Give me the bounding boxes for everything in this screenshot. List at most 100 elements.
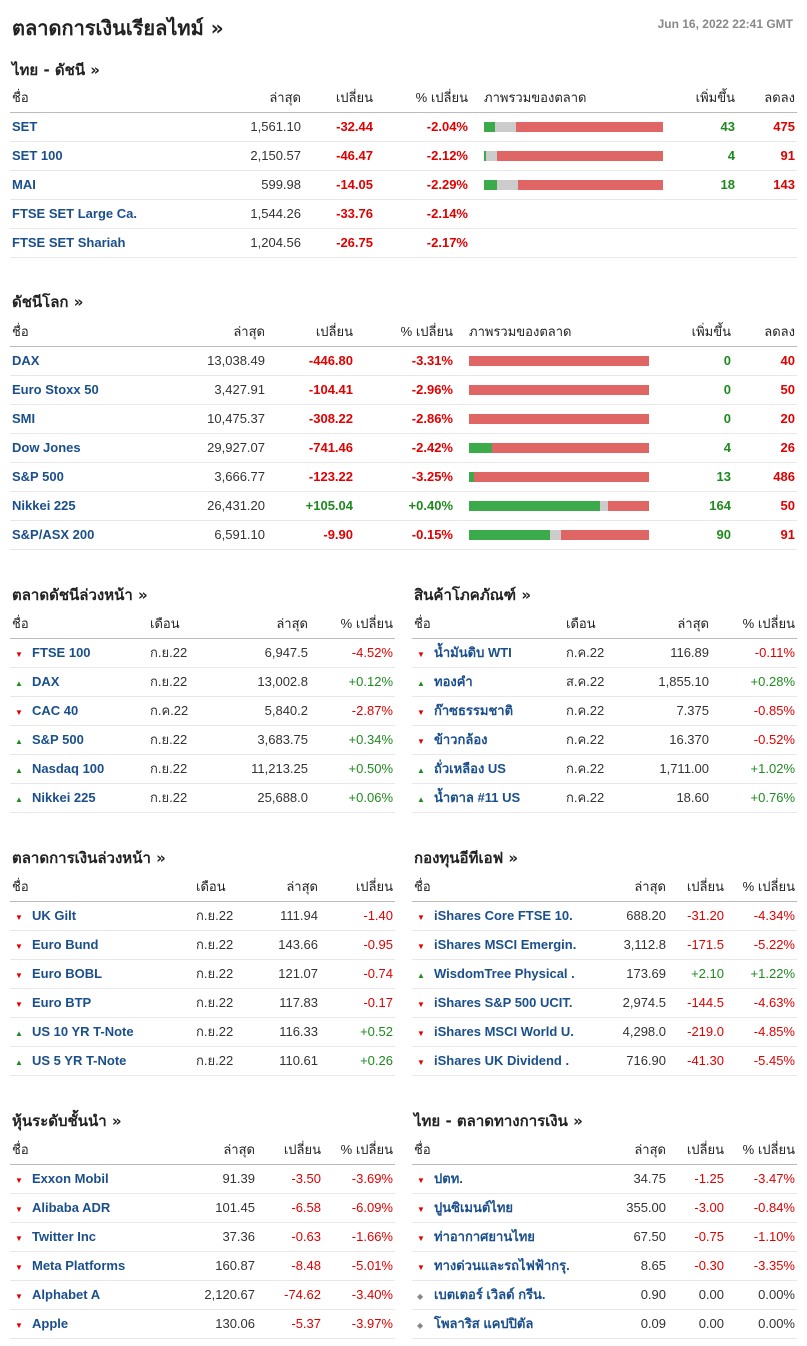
section-title-commodities[interactable]: สินค้าโภคภัณฑ์ » bbox=[414, 586, 532, 604]
instrument-name[interactable]: ▼ ปตท. bbox=[412, 1164, 592, 1194]
instrument-label[interactable]: Euro BTP bbox=[32, 995, 92, 1010]
table-row[interactable]: ▼ iShares UK Dividend . 716.90 -41.30 -5.45% bbox=[412, 1046, 797, 1076]
instrument-name[interactable]: ▼ ก๊าซธรรมชาติ bbox=[412, 696, 564, 726]
table-row[interactable]: ▼ Alibaba ADR 101.45 -6.58 -6.09% bbox=[10, 1193, 395, 1223]
instrument-name[interactable]: Euro Stoxx 50 bbox=[10, 375, 170, 405]
instrument-label[interactable]: ก๊าซธรรมชาติ bbox=[434, 703, 514, 718]
instrument-label[interactable]: Twitter Inc bbox=[32, 1229, 97, 1244]
instrument-name[interactable]: ▼ Apple bbox=[10, 1309, 170, 1339]
table-row[interactable]: ▼ ก๊าซธรรมชาติ ก.ค.22 7.375 -0.85% bbox=[412, 696, 797, 726]
table-row[interactable]: ▼ Twitter Inc 37.36 -0.63 -1.66% bbox=[10, 1222, 395, 1252]
table-row[interactable]: ▼ FTSE 100 ก.ย.22 6,947.5 -4.52% bbox=[10, 638, 395, 668]
table-row[interactable]: ▲ น้ำตาล #11 US ก.ค.22 18.60 +0.76% bbox=[412, 783, 797, 813]
instrument-label[interactable]: เบตเตอร์ เวิลด์ กรีน. bbox=[434, 1287, 546, 1302]
instrument-name[interactable]: ▼ CAC 40 bbox=[10, 696, 148, 726]
table-row[interactable]: MAI 599.98 -14.05 -2.29% 18 143 bbox=[10, 170, 797, 200]
instrument-name[interactable]: ▼ Euro Bund bbox=[10, 930, 194, 960]
table-row[interactable]: ▼ Exxon Mobil 91.39 -3.50 -3.69% bbox=[10, 1164, 395, 1194]
table-row[interactable]: ▼ Euro BTP ก.ย.22 117.83 -0.17 bbox=[10, 988, 395, 1018]
table-row[interactable]: ▼ iShares MSCI World U. 4,298.0 -219.0 -4.85… bbox=[412, 1017, 797, 1047]
page-title[interactable]: ตลาดการเงินเรียลไทม์ » bbox=[12, 16, 224, 40]
instrument-name[interactable]: ▼ iShares UK Dividend . bbox=[412, 1046, 592, 1076]
instrument-name[interactable]: ▲ น้ำตาล #11 US bbox=[412, 783, 564, 813]
instrument-label[interactable]: MAI bbox=[12, 177, 36, 192]
section-title-thai-indices[interactable]: ไทย - ดัชนี » bbox=[12, 61, 100, 79]
instrument-label[interactable]: FTSE 100 bbox=[32, 645, 91, 660]
instrument-label[interactable]: Alphabet A bbox=[32, 1287, 101, 1302]
table-row[interactable]: ▲ US 5 YR T-Note ก.ย.22 110.61 +0.26 bbox=[10, 1046, 395, 1076]
instrument-name[interactable]: ▼ ข้าวกล้อง bbox=[412, 725, 564, 755]
instrument-name[interactable]: ▼ Exxon Mobil bbox=[10, 1164, 170, 1194]
instrument-name[interactable]: ▼ ท่าอากาศยานไทย bbox=[412, 1222, 592, 1252]
table-row[interactable]: ▼ CAC 40 ก.ค.22 5,840.2 -2.87% bbox=[10, 696, 395, 726]
instrument-label[interactable]: Dow Jones bbox=[12, 440, 81, 455]
instrument-name[interactable]: ▼ ทางด่วนและรถไฟฟ้ากรุ. bbox=[412, 1251, 592, 1281]
instrument-label[interactable]: Meta Platforms bbox=[32, 1258, 126, 1273]
instrument-label[interactable]: น้ำมันดิบ WTI bbox=[434, 645, 512, 660]
instrument-name[interactable]: ▼ iShares Core FTSE 10. bbox=[412, 901, 592, 931]
table-row[interactable]: ▲ WisdomTree Physical . 173.69 +2.10 +1.22% bbox=[412, 959, 797, 989]
instrument-label[interactable]: S&P 500 bbox=[32, 732, 84, 747]
instrument-label[interactable]: iShares UK Dividend . bbox=[434, 1053, 570, 1068]
instrument-name[interactable]: ▼ Alibaba ADR bbox=[10, 1193, 170, 1223]
instrument-label[interactable]: S&P 500 bbox=[12, 469, 64, 484]
instrument-label[interactable]: ท่าอากาศยานไทย bbox=[434, 1229, 535, 1244]
instrument-name[interactable]: ▲ ทองคำ bbox=[412, 667, 564, 697]
table-row[interactable]: S&P 500 3,666.77 -123.22 -3.25% 13 486 bbox=[10, 462, 797, 492]
table-row[interactable]: Nikkei 225 26,431.20 +105.04 +0.40% 164 50 bbox=[10, 491, 797, 521]
instrument-label[interactable]: DAX bbox=[12, 353, 40, 368]
instrument-name[interactable]: ▼ Alphabet A bbox=[10, 1280, 170, 1310]
instrument-name[interactable]: ▲ WisdomTree Physical . bbox=[412, 959, 592, 989]
table-row[interactable]: ▼ Euro BOBL ก.ย.22 121.07 -0.74 bbox=[10, 959, 395, 989]
instrument-name[interactable]: ▼ UK Gilt bbox=[10, 901, 194, 931]
instrument-name[interactable]: ◆ เบตเตอร์ เวิลด์ กรีน. bbox=[412, 1280, 592, 1310]
instrument-name[interactable]: ▲ S&P 500 bbox=[10, 725, 148, 755]
instrument-label[interactable]: Euro BOBL bbox=[32, 966, 103, 981]
table-row[interactable]: ▼ iShares S&P 500 UCIT. 2,974.5 -144.5 -4.63… bbox=[412, 988, 797, 1018]
instrument-name[interactable]: ◆ โพลาริส แคปปิตัล bbox=[412, 1309, 592, 1339]
table-row[interactable]: ▼ Euro Bund ก.ย.22 143.66 -0.95 bbox=[10, 930, 395, 960]
table-row[interactable]: ▼ ข้าวกล้อง ก.ค.22 16.370 -0.52% bbox=[412, 725, 797, 755]
instrument-name[interactable]: ▼ FTSE 100 bbox=[10, 638, 148, 668]
table-row[interactable]: ▼ ท่าอากาศยานไทย 67.50 -0.75 -1.10% bbox=[412, 1222, 797, 1252]
section-title-top-stocks[interactable]: หุ้นระดับชั้นนำ » bbox=[12, 1112, 122, 1130]
instrument-label[interactable]: FTSE SET Large Ca. bbox=[12, 206, 137, 221]
table-row[interactable]: ◆ โพลาริส แคปปิตัล 0.09 0.00 0.00% bbox=[412, 1309, 797, 1339]
instrument-name[interactable]: FTSE SET Shariah bbox=[10, 228, 210, 258]
instrument-label[interactable]: น้ำตาล #11 US bbox=[434, 790, 521, 805]
table-row[interactable]: ▼ น้ำมันดิบ WTI ก.ค.22 116.89 -0.11% bbox=[412, 638, 797, 668]
instrument-name[interactable]: ▲ Nikkei 225 bbox=[10, 783, 148, 813]
instrument-label[interactable]: US 5 YR T-Note bbox=[32, 1053, 127, 1068]
instrument-name[interactable]: Dow Jones bbox=[10, 433, 170, 463]
instrument-label[interactable]: โพลาริส แคปปิตัล bbox=[434, 1316, 534, 1331]
instrument-label[interactable]: ทองคำ bbox=[434, 674, 473, 689]
table-row[interactable]: Dow Jones 29,927.07 -741.46 -2.42% 4 26 bbox=[10, 433, 797, 463]
table-row[interactable]: ▼ ทางด่วนและรถไฟฟ้ากรุ. 8.65 -0.30 -3.35% bbox=[412, 1251, 797, 1281]
table-row[interactable]: ▼ Apple 130.06 -5.37 -3.97% bbox=[10, 1309, 395, 1339]
table-row[interactable]: ▲ Nasdaq 100 ก.ย.22 11,213.25 +0.50% bbox=[10, 754, 395, 784]
instrument-name[interactable]: S&P/ASX 200 bbox=[10, 520, 170, 550]
instrument-label[interactable]: UK Gilt bbox=[32, 908, 77, 923]
table-row[interactable]: ▼ Alphabet A 2,120.67 -74.62 -3.40% bbox=[10, 1280, 395, 1310]
table-row[interactable]: SET 1,561.10 -32.44 -2.04% 43 475 bbox=[10, 112, 797, 142]
instrument-label[interactable]: Nikkei 225 bbox=[32, 790, 96, 805]
instrument-name[interactable]: ▼ Twitter Inc bbox=[10, 1222, 170, 1252]
instrument-label[interactable]: ข้าวกล้อง bbox=[434, 732, 488, 747]
table-row[interactable]: ▲ US 10 YR T-Note ก.ย.22 116.33 +0.52 bbox=[10, 1017, 395, 1047]
section-title-thai-stocks[interactable]: ไทย - ตลาดทางการเงิน » bbox=[414, 1112, 583, 1130]
table-row[interactable]: FTSE SET Shariah 1,204.56 -26.75 -2.17% bbox=[10, 228, 797, 258]
table-row[interactable]: ▲ S&P 500 ก.ย.22 3,683.75 +0.34% bbox=[10, 725, 395, 755]
instrument-label[interactable]: ทางด่วนและรถไฟฟ้ากรุ. bbox=[434, 1258, 570, 1273]
section-title-world-indices[interactable]: ดัชนีโลก » bbox=[12, 293, 84, 311]
instrument-name[interactable]: ▼ Euro BTP bbox=[10, 988, 194, 1018]
instrument-label[interactable]: S&P/ASX 200 bbox=[12, 527, 95, 542]
instrument-name[interactable]: ▼ ปูนซิเมนต์ไทย bbox=[412, 1193, 592, 1223]
table-row[interactable]: ▼ ปตท. 34.75 -1.25 -3.47% bbox=[412, 1164, 797, 1194]
instrument-label[interactable]: Euro Bund bbox=[32, 937, 99, 952]
table-row[interactable]: FTSE SET Large Ca. 1,544.26 -33.76 -2.14% bbox=[10, 199, 797, 229]
table-row[interactable]: DAX 13,038.49 -446.80 -3.31% 0 40 bbox=[10, 346, 797, 376]
instrument-label[interactable]: WisdomTree Physical . bbox=[434, 966, 575, 981]
instrument-name[interactable]: ▼ iShares S&P 500 UCIT. bbox=[412, 988, 592, 1018]
instrument-name[interactable]: SET 100 bbox=[10, 141, 210, 171]
instrument-name[interactable]: SMI bbox=[10, 404, 170, 434]
